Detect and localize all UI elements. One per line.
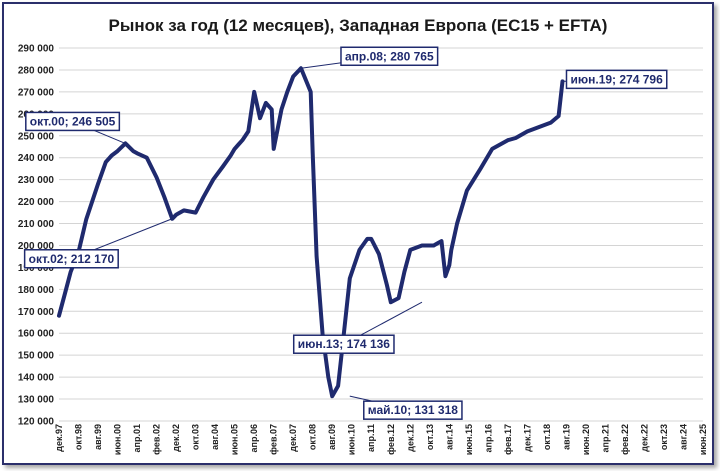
y-tick-label: 120 000 <box>18 417 55 428</box>
x-tick-label: дек.97 <box>54 424 64 452</box>
y-tick-label: 180 000 <box>18 285 55 296</box>
x-tick-label: авг.99 <box>93 424 103 450</box>
annotation-layer: окт.00; 246 505 окт.02; 212 170 апр.08; 28… <box>23 46 668 420</box>
x-tick-label: фев.22 <box>620 424 630 455</box>
callout-label: окт.02; 212 170 <box>29 252 115 266</box>
x-tick-label: июн.00 <box>113 424 123 455</box>
callout-box <box>363 400 463 420</box>
data-callout: июн.19; 274 796 <box>562 69 668 90</box>
x-tick-label: окт.18 <box>542 424 552 450</box>
data-callout: апр.08; 280 765 <box>300 46 439 69</box>
callout-box <box>25 111 121 132</box>
x-tick-label: фев.02 <box>152 424 162 455</box>
x-tick-label: окт.13 <box>425 424 435 450</box>
data-callout: май.10; 131 318 <box>349 395 463 420</box>
data-callout: окт.00; 246 505 <box>25 111 126 144</box>
x-tick-label: июн.25 <box>698 424 708 455</box>
x-tick-label: авг.04 <box>210 424 220 450</box>
x-tick-label: апр.21 <box>600 424 610 452</box>
x-tick-label: дек.07 <box>288 424 298 452</box>
callout-label: апр.08; 280 765 <box>345 49 434 63</box>
y-tick-label: 130 000 <box>18 395 55 406</box>
x-tick-label: июн.15 <box>464 424 474 455</box>
y-tick-label: 230 000 <box>18 175 55 186</box>
x-tick-label: дек.12 <box>405 424 415 452</box>
callout-box <box>292 334 395 354</box>
x-tick-label: дек.02 <box>171 424 181 452</box>
y-tick-label: 290 000 <box>18 44 55 55</box>
x-tick-label: окт.23 <box>659 424 669 450</box>
x-tick-label: апр.11 <box>366 424 376 452</box>
x-tick-label: дек.22 <box>639 424 649 452</box>
callout-label: июн.13; 174 136 <box>298 337 391 351</box>
x-tick-label: авг.14 <box>444 424 454 450</box>
y-tick-label: 170 000 <box>18 307 55 318</box>
x-tick-label: фев.07 <box>269 424 279 455</box>
x-tick-label: апр.01 <box>132 424 142 452</box>
x-tick-label: апр.06 <box>249 424 259 452</box>
y-tick-label: 140 000 <box>18 373 55 384</box>
grid-layer <box>59 47 703 422</box>
x-axis-ticks: дек.97 окт.98 авг.99 июн.00 апр.01 фев.02 дек.… <box>54 424 708 455</box>
y-tick-label: 240 000 <box>18 153 55 164</box>
data-callout: июн.13; 174 136 <box>292 301 423 354</box>
x-tick-label: авг.09 <box>327 424 337 450</box>
callout-label: май.10; 131 318 <box>368 403 458 417</box>
y-tick-label: 200 000 <box>18 241 55 252</box>
x-tick-label: авг.19 <box>561 424 571 450</box>
y-tick-label: 280 000 <box>18 65 55 76</box>
x-tick-label: дек.17 <box>522 424 532 452</box>
x-tick-label: июн.10 <box>347 424 357 455</box>
line-chart: Рынок за год (12 месяцев), Западная Евро… <box>18 16 708 455</box>
data-callout: окт.02; 212 170 <box>23 218 173 269</box>
y-tick-label: 150 000 <box>18 351 55 362</box>
y-tick-label: 210 000 <box>18 219 55 230</box>
y-tick-label: 220 000 <box>18 197 55 208</box>
x-tick-label: фев.17 <box>503 424 513 455</box>
y-tick-label: 250 000 <box>18 131 55 142</box>
x-tick-label: апр.16 <box>483 424 493 452</box>
y-tick-label: 270 000 <box>18 87 55 98</box>
x-tick-label: фев.12 <box>386 424 396 455</box>
series-line <box>57 66 565 399</box>
x-tick-label: авг.24 <box>678 424 688 450</box>
series-layer <box>57 66 565 399</box>
x-tick-label: окт.08 <box>308 424 318 450</box>
x-tick-label: окт.03 <box>191 424 201 450</box>
callout-box <box>340 46 439 67</box>
callout-box <box>23 249 119 269</box>
callout-box <box>565 69 668 90</box>
x-tick-label: окт.98 <box>74 424 84 450</box>
callout-label: июн.19; 274 796 <box>570 72 663 86</box>
callout-label: окт.00; 246 505 <box>30 114 116 128</box>
chart-frame: Рынок за год (12 месяцев), Западная Евро… <box>2 2 714 465</box>
y-tick-label: 160 000 <box>18 329 55 340</box>
x-tick-label: июн.20 <box>581 424 591 455</box>
chart-title: Рынок за год (12 месяцев), Западная Евро… <box>109 16 608 35</box>
x-tick-label: июн.05 <box>230 424 240 455</box>
